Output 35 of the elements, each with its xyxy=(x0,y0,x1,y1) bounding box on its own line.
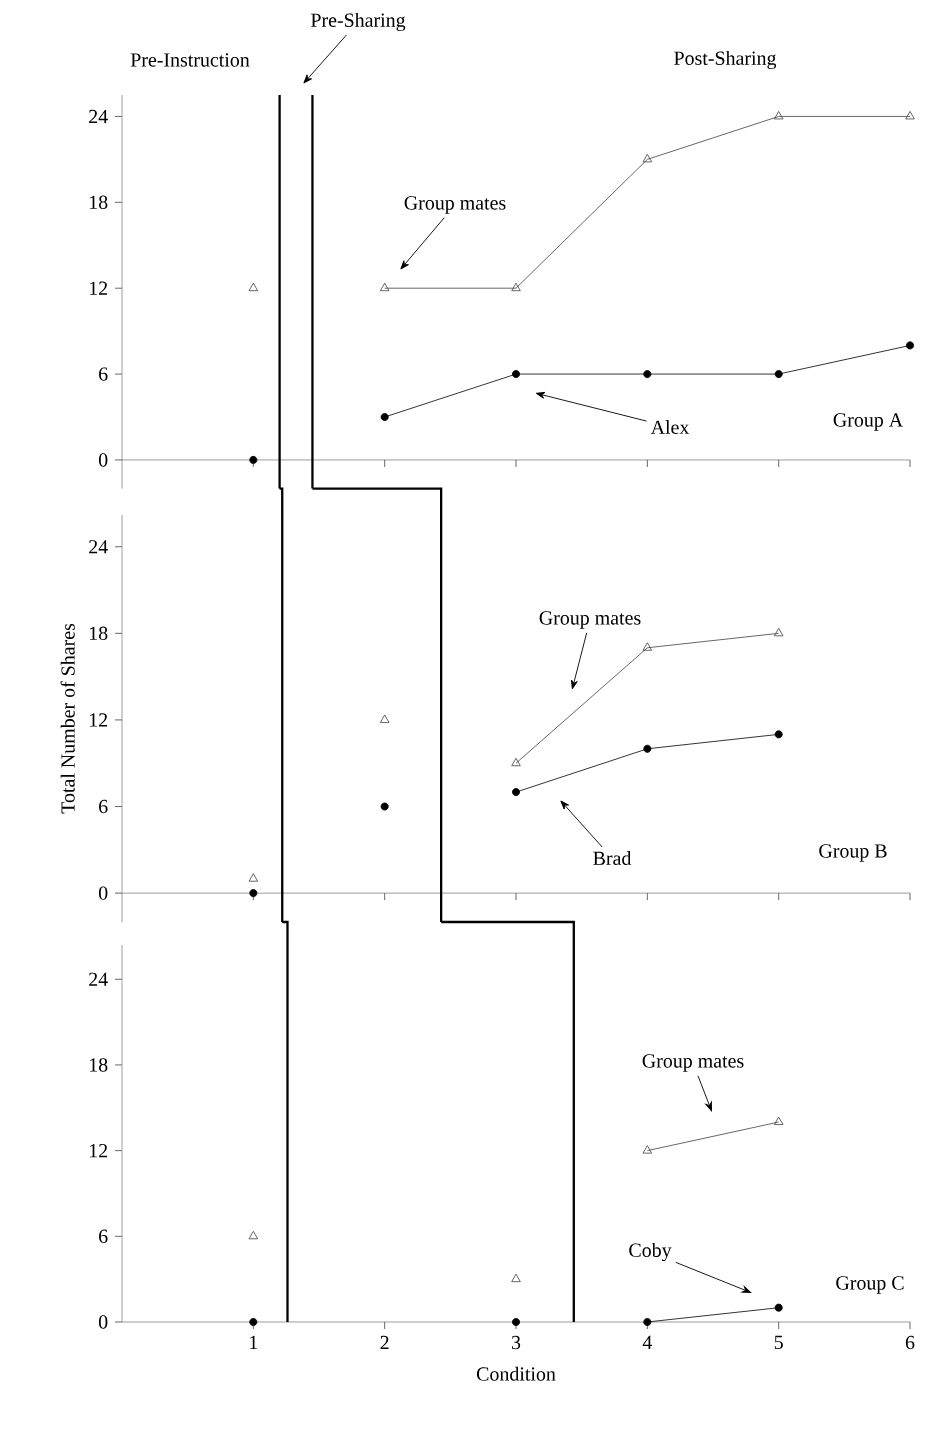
annotation: Group mates xyxy=(642,1054,744,1072)
annotation: Group C xyxy=(836,1276,904,1294)
text: Pre-Sharing xyxy=(310,12,406,32)
y-tick-label: 24 xyxy=(89,109,108,124)
y-tick-label: 0 xyxy=(98,886,108,900)
annotation: Group mates xyxy=(539,611,641,629)
text: Pre-Instruction xyxy=(130,53,250,67)
x-tick-label: 4 xyxy=(642,1335,653,1349)
y-tick-label: 18 xyxy=(89,1058,108,1072)
y-tick-label: 12 xyxy=(89,713,108,727)
y-tick-label: 12 xyxy=(89,281,108,295)
text: Post-Sharing xyxy=(674,50,777,70)
annotation: Coby xyxy=(629,1242,672,1262)
annotation: Alex xyxy=(650,419,690,434)
annotation: Group B xyxy=(819,844,887,862)
y-axis-title: Total Number of Shares xyxy=(60,623,75,814)
y-tick-label: 12 xyxy=(89,1144,108,1158)
y-tick-label: 6 xyxy=(99,1229,108,1243)
annotation: Group A xyxy=(833,413,903,431)
y-tick-label: 24 xyxy=(89,972,108,986)
y-tick-label: 18 xyxy=(89,626,108,641)
y-tick-label: 24 xyxy=(89,540,108,554)
x-tick-label: 1 xyxy=(250,1335,258,1349)
y-tick-label: 0 xyxy=(98,1315,108,1329)
annotation: Group mates xyxy=(404,196,506,214)
x-tick-label: 6 xyxy=(905,1335,915,1350)
y-tick-label: 6 xyxy=(99,799,108,814)
annotation: Brad xyxy=(593,850,632,865)
x-tick-label: 5 xyxy=(774,1335,783,1350)
x-tick-label: 3 xyxy=(511,1335,521,1350)
x-tick-label: 2 xyxy=(380,1335,389,1350)
x-axis-title: Condition xyxy=(476,1366,556,1381)
y-tick-label: 0 xyxy=(98,453,108,467)
y-tick-label: 18 xyxy=(89,195,108,210)
y-tick-label: 6 xyxy=(99,367,108,381)
